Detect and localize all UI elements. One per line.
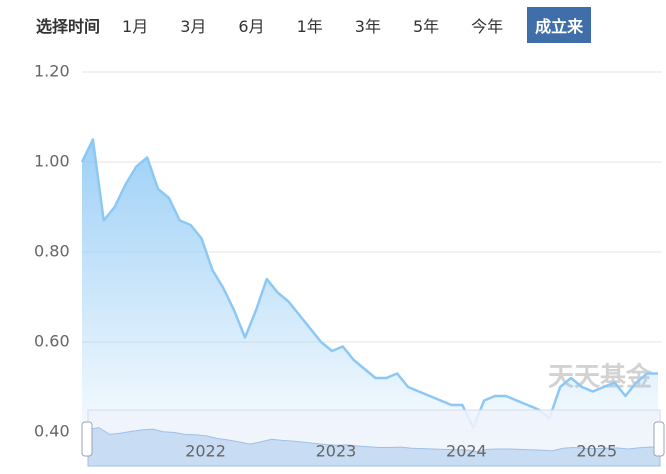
x-tick-label: 2025 xyxy=(576,442,617,461)
range-option[interactable]: 1月 xyxy=(122,17,149,36)
area xyxy=(82,139,658,432)
toolbar-label: 选择时间 xyxy=(36,17,101,36)
toolbar: 选择时间 1月 3月 6月 1年 3年 5年 今年 成立来 xyxy=(0,0,666,50)
y-tick-label: 1.00 xyxy=(34,152,70,171)
line xyxy=(80,138,658,429)
x-tick-label: 2024 xyxy=(446,442,487,461)
y-tick-label: 0.80 xyxy=(34,242,70,261)
range-option[interactable]: 6月 xyxy=(238,17,265,36)
y-tick-label: 1.20 xyxy=(34,62,70,81)
y-tick-label: 0.40 xyxy=(34,422,70,441)
range-option[interactable]: 1年 xyxy=(296,17,323,36)
overview-area xyxy=(87,427,661,467)
x-tick-label: 2022 xyxy=(185,442,226,461)
range-option[interactable]: 3年 xyxy=(354,17,381,36)
x-tick-label: 2023 xyxy=(316,442,357,461)
slider-handle[interactable] xyxy=(653,421,665,457)
range-option[interactable]: 3月 xyxy=(180,17,207,36)
range-option[interactable]: 5年 xyxy=(412,17,440,36)
range-option[interactable]: 今年 xyxy=(471,17,504,36)
range-option[interactable]: 成立来 xyxy=(527,7,592,43)
slider-handle[interactable] xyxy=(81,421,93,457)
y-tick-label: 0.60 xyxy=(34,332,70,351)
